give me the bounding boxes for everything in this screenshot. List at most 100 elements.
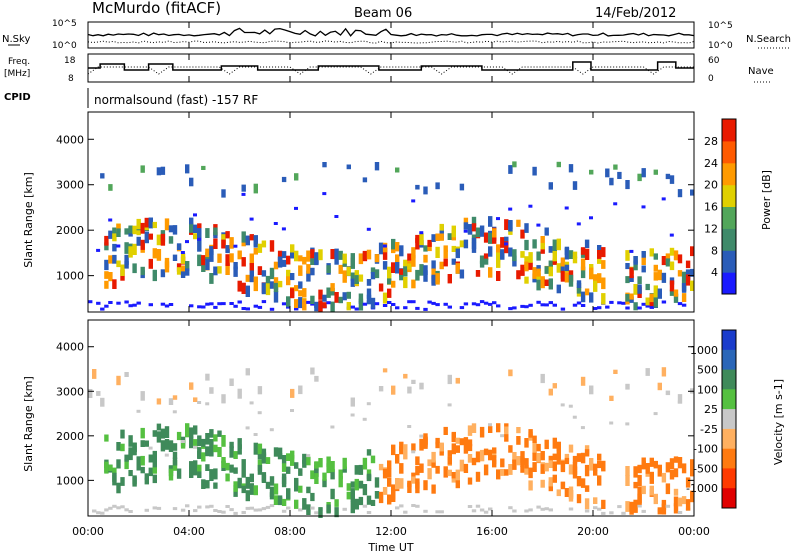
echo-cell (673, 503, 679, 514)
echo-cell (496, 217, 500, 221)
echo-cell (423, 270, 428, 282)
echo-cell (374, 269, 380, 279)
echo-cell (451, 245, 456, 252)
echo-cell (447, 403, 452, 407)
echo-cell (435, 510, 440, 514)
echo-cell (625, 466, 630, 476)
echo-cell (205, 248, 210, 258)
echo-cell (189, 382, 194, 390)
echo-cell (544, 439, 549, 450)
echo-cell (447, 450, 452, 460)
echo-cell (447, 374, 452, 385)
echo-cell (241, 511, 246, 514)
echo-cell (556, 263, 561, 273)
echo-cell (209, 429, 214, 438)
echo-cell (673, 468, 679, 478)
echo-cell (601, 293, 606, 305)
echo-cell (431, 484, 436, 494)
echo-cell (540, 276, 545, 289)
colorbar-swatch (722, 184, 736, 207)
echo-cell (112, 504, 117, 508)
echo-cell (366, 474, 372, 482)
echo-cell (593, 506, 598, 510)
echo-cell (382, 468, 388, 479)
echo-cell (140, 391, 145, 401)
echo-cell (221, 457, 226, 463)
echo-cell (690, 469, 695, 477)
echo-cell (334, 252, 339, 265)
echo-cell (669, 175, 675, 184)
echo-cell (241, 466, 246, 478)
echo-cell (229, 237, 234, 249)
echo-cell (524, 223, 529, 233)
echo-cell (677, 457, 683, 469)
echo-cell (350, 278, 355, 287)
echo-cell (205, 433, 210, 445)
echo-cell (213, 305, 218, 309)
echo-cell (536, 453, 541, 463)
echo-cell (399, 463, 404, 474)
echo-cell (382, 261, 388, 270)
echo-cell (536, 505, 541, 509)
echo-cell (536, 251, 541, 261)
echo-cell (653, 169, 658, 175)
echo-cell (92, 509, 97, 513)
echo-cell (403, 259, 408, 267)
echo-cell (649, 305, 654, 309)
echo-cell (597, 453, 602, 461)
echo-cell (589, 385, 594, 395)
echo-cell (237, 438, 242, 449)
echo-cell (366, 511, 372, 514)
echo-cell (387, 278, 392, 285)
echo-cell (520, 465, 525, 473)
echo-cell (152, 450, 157, 459)
echo-cell (172, 443, 178, 451)
echo-cell (342, 292, 347, 301)
echo-cell (500, 249, 505, 260)
echo-cell (568, 164, 574, 173)
echo-cell (653, 493, 658, 505)
echo-cell (354, 478, 359, 491)
echo-cell (197, 464, 202, 475)
echo-cell (483, 253, 489, 260)
echo-cell (467, 477, 473, 485)
echo-cell (116, 260, 121, 268)
echo-cell (350, 491, 355, 502)
echo-cell (419, 231, 424, 235)
echo-cell (524, 276, 529, 284)
echo-cell (172, 395, 178, 400)
echo-cell (471, 509, 477, 513)
echo-cell (112, 467, 117, 475)
velocity-y-label: Slant Range [km] (22, 376, 35, 472)
echo-cell (423, 245, 428, 252)
echo-cell (132, 446, 137, 456)
echo-cell (193, 397, 198, 402)
echo-cell (459, 269, 465, 279)
echo-cell (504, 242, 509, 246)
echo-cell (637, 306, 642, 310)
echo-cell (415, 269, 420, 281)
echo-cell (168, 398, 174, 405)
echo-cell (241, 184, 246, 192)
echo-cell (197, 223, 202, 230)
echo-cell (512, 459, 517, 470)
echo-cell (233, 262, 238, 270)
cpid-label: CPID (4, 92, 31, 103)
echo-cell (471, 237, 477, 250)
echo-cell (681, 303, 687, 307)
echo-cell (419, 434, 424, 438)
echo-cell (197, 228, 202, 238)
echo-cell (540, 451, 545, 461)
echo-cell (512, 306, 517, 310)
colorbar-frame (721, 118, 737, 295)
echo-cell (677, 302, 683, 306)
echo-cell (338, 469, 343, 479)
echo-cell (298, 255, 303, 262)
echo-cell (492, 301, 497, 305)
echo-cell (532, 462, 537, 472)
echo-cell (164, 257, 170, 268)
echo-cell (584, 464, 590, 477)
echo-cell (637, 284, 642, 294)
echo-cell (213, 468, 218, 480)
echo-cell (673, 289, 679, 297)
